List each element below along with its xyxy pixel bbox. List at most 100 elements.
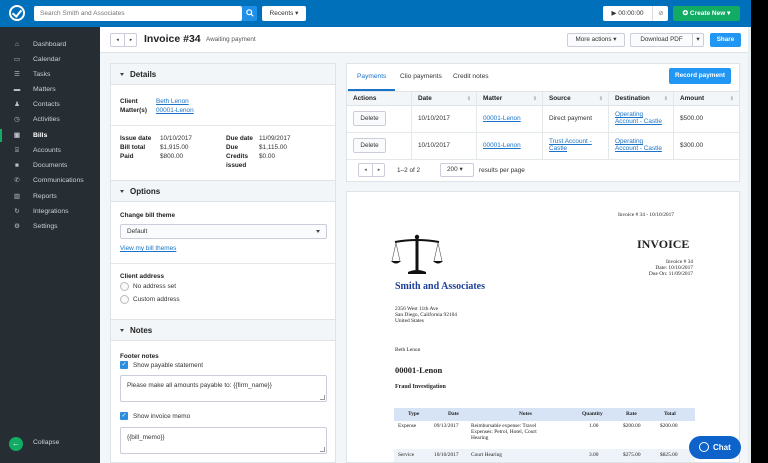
next-page-button[interactable]: ▸	[372, 164, 385, 176]
tab-payments[interactable]: Payments	[357, 73, 387, 80]
calendar-icon: ▭	[13, 56, 21, 63]
sync-icon: ↻	[14, 208, 20, 215]
sidebar-item-label: Tasks	[33, 71, 51, 78]
sidebar-item-documents[interactable]: ■ Documents	[0, 158, 100, 173]
show-memo-checkbox[interactable]: ✓	[120, 412, 128, 420]
sidebar-item-dashboard[interactable]: ⌂ Dashboard	[0, 37, 100, 52]
download-options-dropdown[interactable]: ▾	[692, 33, 704, 47]
timer-clock-icon[interactable]: ⊘	[658, 10, 664, 17]
home-icon: ⌂	[15, 41, 19, 48]
invoice-heading: INVOICE	[637, 237, 690, 251]
invoice-memo-textarea[interactable]: {{bill_memo}}	[120, 427, 327, 454]
column-date[interactable]: Date ⇕	[412, 92, 477, 106]
no-address-label: No address set	[133, 283, 176, 290]
chat-button[interactable]: Chat	[689, 436, 741, 459]
matter-link[interactable]: 00001-Lenon	[483, 115, 521, 122]
due-value: $1,115.00	[259, 144, 287, 151]
previous-page-button[interactable]: ◂	[364, 167, 367, 173]
sidebar-item-tasks[interactable]: ☰ Tasks	[0, 67, 100, 82]
matter-description: Fraud Investigation	[395, 384, 446, 390]
client-label: Client	[120, 98, 138, 105]
details-section-header[interactable]: Details	[111, 63, 335, 85]
collapse-button[interactable]: ← Collapse	[0, 435, 100, 453]
timer-start-button[interactable]: ▶ 00:00:00	[603, 6, 653, 21]
clock-icon: ◷	[14, 116, 20, 123]
page-scrollbar[interactable]	[748, 27, 751, 463]
invoice-pager: ◂ ▸	[110, 33, 137, 47]
bill-total-value: $1,915.00	[160, 144, 189, 151]
sidebar-item-label: Dashboard	[33, 41, 67, 48]
create-new-button[interactable]: ✪ Create New ▾	[673, 6, 740, 21]
sort-icon: ⇕	[729, 96, 734, 102]
sidebar-item-communications[interactable]: ✆ Communications	[0, 173, 100, 188]
delete-payment-button[interactable]: Delete	[353, 111, 386, 126]
invoice-meta: Invoice # 34 Date: 10/10/2017 Due On: 11…	[648, 259, 693, 277]
issue-date-value: 10/10/2017	[160, 135, 192, 142]
bank-icon: ⌸	[15, 147, 19, 154]
chevron-down-icon	[316, 230, 320, 233]
sidebar-item-settings[interactable]: ⚙ Settings	[0, 219, 100, 234]
sidebar-item-activities[interactable]: ◷ Activities	[0, 112, 100, 127]
view-bill-themes-link[interactable]: View my bill themes	[120, 245, 177, 252]
show-payable-checkbox[interactable]: ✓	[120, 361, 128, 369]
clio-logo-icon[interactable]	[9, 5, 25, 21]
gear-icon: ⚙	[14, 223, 20, 230]
search-button[interactable]	[242, 6, 257, 21]
column-matter[interactable]: Matter ⇕	[477, 92, 543, 106]
delete-payment-button[interactable]: Delete	[353, 138, 386, 153]
payment-amount: $500.00	[680, 115, 704, 122]
results-range: 1–2 of 2	[397, 167, 421, 174]
column-source[interactable]: Source ⇕	[543, 92, 609, 106]
bill-theme-select[interactable]: Default	[120, 224, 327, 239]
column-destination[interactable]: Destination ⇕	[609, 92, 674, 106]
issue-date-label: Issue date	[120, 135, 152, 142]
tab-clio-payments[interactable]: Clio payments	[400, 73, 442, 80]
no-address-radio[interactable]	[120, 282, 129, 291]
destination-link[interactable]: Operating Account - Castle	[615, 138, 662, 152]
column-amount[interactable]: Amount ⇕	[674, 92, 739, 106]
client-link[interactable]: Beth Lenon	[156, 98, 189, 105]
previous-invoice-button[interactable]: ◂	[116, 37, 119, 43]
per-page-label: results per page	[479, 167, 525, 174]
sidebar-item-contacts[interactable]: ♟ Contacts	[0, 97, 100, 112]
sidebar-item-calendar[interactable]: ▭ Calendar	[0, 52, 100, 67]
briefcase-icon: ▬	[13, 86, 21, 93]
more-actions-button[interactable]: More actions ▾	[567, 33, 625, 47]
matter-link[interactable]: 00001-Lenon	[156, 107, 194, 114]
bar-chart-icon: ▥	[13, 193, 21, 200]
sort-icon: ⇕	[466, 96, 471, 102]
line-item-row: Service 10/10/2017 Court Hearing 3.00 $2…	[394, 449, 695, 462]
chat-label: Chat	[713, 443, 731, 452]
sidebar-item-integrations[interactable]: ↻ Integrations	[0, 204, 100, 219]
credits-value: $0.00	[259, 153, 275, 160]
client-address-label: Client address	[120, 273, 165, 280]
destination-link[interactable]: Operating Account - Castle	[615, 111, 662, 125]
matter-link[interactable]: 00001-Lenon	[483, 142, 521, 149]
payable-statement-textarea[interactable]: Please make all amounts payable to: {{fi…	[120, 375, 327, 402]
record-payment-button[interactable]: Record payment	[669, 68, 731, 84]
search-icon	[245, 9, 254, 17]
matter-number: 00001-Lenon	[395, 365, 443, 375]
per-page-select[interactable]: 200 ▾	[440, 163, 474, 177]
sidebar-item-label: Settings	[33, 223, 58, 230]
arrow-left-icon: ←	[9, 437, 23, 451]
due-date-value: 11/09/2017	[259, 135, 291, 142]
notes-section-header[interactable]: Notes	[111, 319, 335, 341]
sidebar-item-accounts[interactable]: ⌸ Accounts	[0, 143, 100, 158]
next-invoice-button[interactable]: ▸	[124, 34, 137, 46]
person-icon: ♟	[14, 101, 20, 108]
sidebar-item-matters[interactable]: ▬ Matters	[0, 82, 100, 97]
recents-dropdown[interactable]: Recents ▾	[262, 6, 306, 21]
payment-date: 10/10/2017	[418, 115, 450, 122]
sidebar-item-bills[interactable]: ▣ Bills	[0, 128, 100, 143]
sort-icon: ⇕	[532, 96, 537, 102]
share-button[interactable]: Share	[710, 33, 741, 47]
download-pdf-button[interactable]: Download PDF	[630, 33, 693, 47]
source-link[interactable]: Trust Account - Castle	[549, 138, 592, 152]
search-input[interactable]: Search Smith and Associates	[34, 6, 242, 21]
options-section-header[interactable]: Options	[111, 180, 335, 202]
timer-widget: ▶ 00:00:00 ⊘	[603, 6, 668, 21]
sidebar-item-reports[interactable]: ▥ Reports	[0, 189, 100, 204]
custom-address-radio[interactable]	[120, 295, 129, 304]
tab-credit-notes[interactable]: Credit notes	[453, 73, 489, 80]
